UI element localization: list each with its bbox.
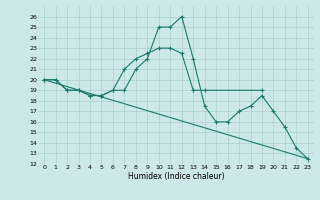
X-axis label: Humidex (Indice chaleur): Humidex (Indice chaleur) bbox=[128, 172, 224, 181]
